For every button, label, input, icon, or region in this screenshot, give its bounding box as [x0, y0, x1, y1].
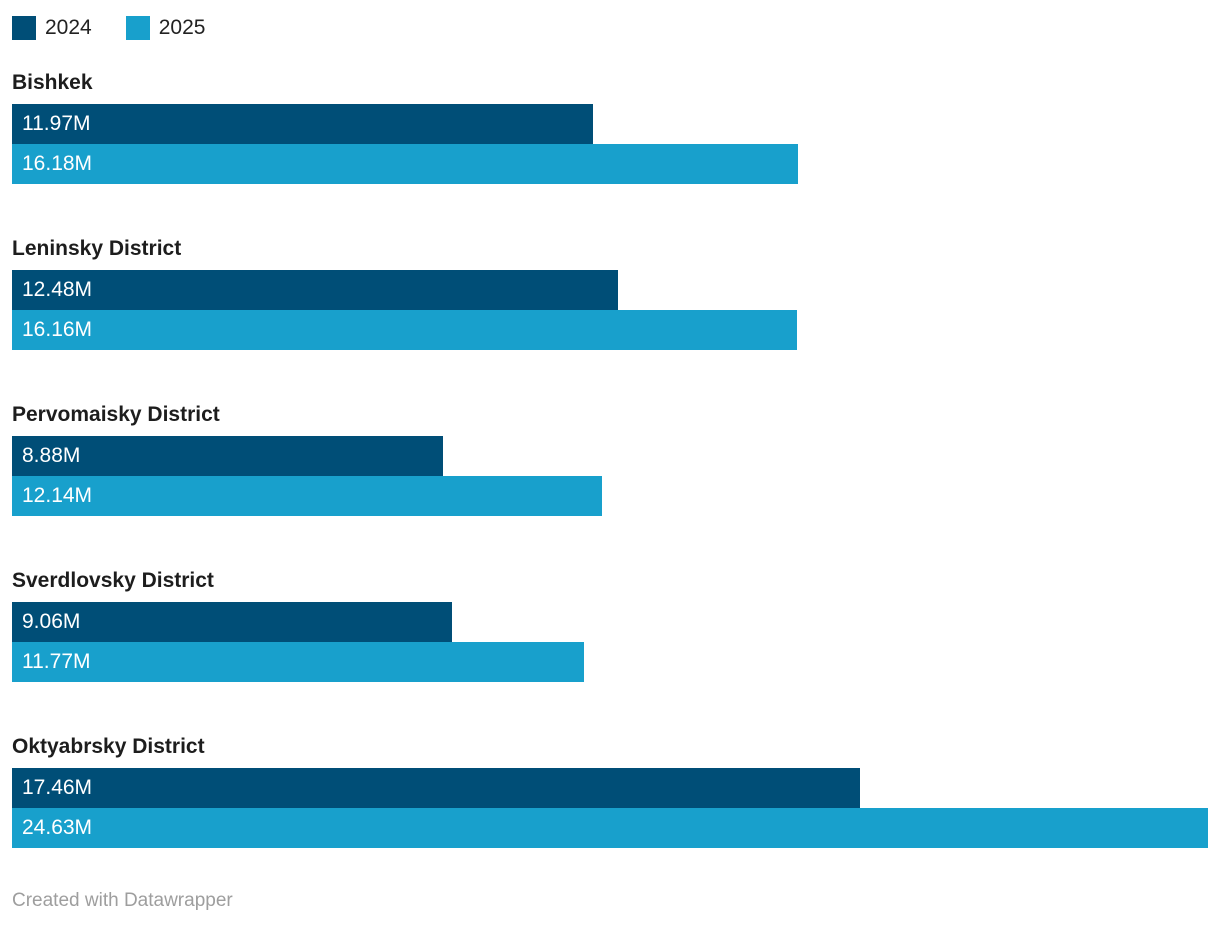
category-label: Sverdlovsky District — [12, 569, 214, 592]
bar-2025: 16.16M — [12, 310, 797, 350]
category-label: Oktyabrsky District — [12, 735, 205, 758]
bar-group: Oktyabrsky District 17.46M 24.63M — [12, 734, 1208, 848]
bar-2024: 8.88M — [12, 436, 444, 476]
bar-value-label: 16.16M — [22, 318, 93, 341]
bar-group: Bishkek 11.97M 16.18M — [12, 70, 1208, 184]
bar-value-label: 8.88M — [22, 444, 81, 467]
category-label: Bishkek — [12, 71, 93, 94]
category-label: Leninsky District — [12, 237, 182, 260]
bar-track: 16.16M — [12, 310, 1208, 350]
bar-track: 11.97M — [12, 104, 1208, 144]
bar-groups: Bishkek 11.97M 16.18M Leninsky District 12.4… — [12, 70, 1208, 848]
bar-value-label: 12.14M — [22, 484, 93, 507]
bar-group: Sverdlovsky District 9.06M 11.77M — [12, 568, 1208, 682]
bar-value-label: 11.77M — [22, 650, 91, 673]
bar-2024: 9.06M — [12, 602, 452, 642]
bar-2024: 12.48M — [12, 270, 618, 310]
datawrapper-credit-link[interactable]: Created with Datawrapper — [12, 890, 233, 911]
bar-track: 8.88M — [12, 436, 1208, 476]
legend-item-2024: 2024 — [12, 16, 92, 40]
bar-2024: 17.46M — [12, 768, 860, 808]
bar-track: 17.46M — [12, 768, 1208, 808]
bar-group: Leninsky District 12.48M 16.16M — [12, 236, 1208, 350]
category-label: Pervomaisky District — [12, 403, 220, 426]
bar-value-label: 9.06M — [22, 610, 81, 633]
bar-track: 24.63M — [12, 808, 1208, 848]
bar-track: 12.48M — [12, 270, 1208, 310]
bar-group: Pervomaisky District 8.88M 12.14M — [12, 402, 1208, 516]
legend: 2024 2025 — [12, 16, 1208, 40]
legend-label: 2024 — [45, 16, 92, 39]
bar-value-label: 12.48M — [22, 278, 93, 301]
bar-value-label: 17.46M — [22, 776, 93, 799]
bar-2025: 16.18M — [12, 144, 798, 184]
legend-label: 2025 — [158, 16, 206, 39]
bar-track: 12.14M — [12, 476, 1208, 516]
bar-2025: 11.77M — [12, 642, 584, 682]
legend-item-2025: 2025 — [125, 16, 206, 40]
bar-2025: 24.63M — [12, 808, 1208, 848]
attribution: Created with Datawrapper — [12, 890, 1208, 912]
bar-value-label: 16.18M — [22, 152, 93, 175]
bar-track: 9.06M — [12, 602, 1208, 642]
bar-track: 16.18M — [12, 144, 1208, 184]
legend-swatch-icon — [125, 16, 150, 40]
legend-swatch-icon — [12, 16, 36, 40]
bar-track: 11.77M — [12, 642, 1208, 682]
bar-value-label: 24.63M — [22, 816, 93, 839]
bar-value-label: 11.97M — [22, 112, 91, 135]
bar-2025: 12.14M — [12, 476, 602, 516]
bar-2024: 11.97M — [12, 104, 594, 144]
